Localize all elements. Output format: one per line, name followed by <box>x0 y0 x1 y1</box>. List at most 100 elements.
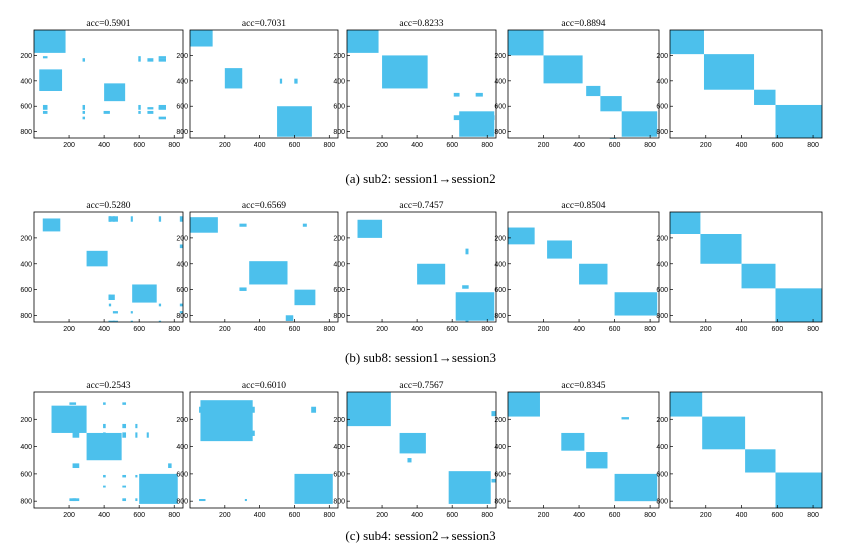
heatmap-cells <box>199 400 333 504</box>
heatmap-cell <box>147 110 154 114</box>
heatmap-cell <box>146 432 149 438</box>
heatmap-cell <box>158 216 162 222</box>
heatmap-block <box>132 284 157 303</box>
heatmap-cell <box>168 463 172 469</box>
y-tick-label: 200 <box>20 235 32 242</box>
heatmap-cell <box>72 432 80 438</box>
heatmap-cell <box>108 294 112 300</box>
heatmap-cell <box>465 319 469 322</box>
heatmap-block <box>614 292 658 316</box>
heatmap-block <box>703 54 755 90</box>
heatmap-block <box>294 289 316 306</box>
heatmap-block <box>579 263 608 285</box>
y-tick-label: 400 <box>494 261 506 268</box>
chart-title: acc=0.8894 <box>561 19 605 29</box>
heatmap-block <box>700 234 742 264</box>
x-tick-label: 600 <box>446 512 458 519</box>
heatmap-cells <box>190 217 316 321</box>
heatmap-block <box>86 250 108 267</box>
x-tick-label: 200 <box>538 326 550 333</box>
heatmap-cell <box>488 115 495 121</box>
y-tick-label: 200 <box>333 53 345 60</box>
x-tick-label: 400 <box>736 512 748 519</box>
heatmap-block <box>775 104 822 138</box>
x-tick-label: 400 <box>411 326 423 333</box>
y-tick-label: 200 <box>494 235 506 242</box>
heatmap-cells <box>670 30 822 138</box>
y-tick-label: 200 <box>333 417 345 424</box>
heatmap-cell <box>179 303 183 307</box>
heatmap-cells <box>347 392 496 504</box>
x-tick-label: 600 <box>289 326 301 333</box>
heatmap-8: 200 400 600 800 200 400 600 800 acc=0.7457 <box>333 201 497 333</box>
y-tick-label: 800 <box>333 499 345 506</box>
y-tick-label: 600 <box>333 287 345 294</box>
plot-frame <box>346 391 497 509</box>
x-tick-label: 600 <box>771 512 783 519</box>
heatmap-cell <box>247 406 255 413</box>
heatmap-block <box>754 89 776 105</box>
heatmap-cell <box>168 474 172 478</box>
heatmap-block <box>294 473 333 504</box>
heatmap-block <box>357 219 383 238</box>
heatmap-cell <box>108 320 115 322</box>
y-tick-label: 200 <box>656 235 668 242</box>
plot-frame <box>33 391 184 509</box>
heatmap-14: 200 400 600 800 200 400 600 800 acc=0.8345 <box>494 381 660 519</box>
chart-title: acc=0.5901 <box>86 19 130 29</box>
heatmap-block <box>399 432 426 454</box>
heatmap-cell <box>138 56 141 59</box>
heatmap-5: 200 400 600 800 200 400 600 800 <box>656 29 823 149</box>
heatmap-block <box>670 392 703 417</box>
y-tick-label: 400 <box>656 444 668 451</box>
y-tick-label: 600 <box>494 471 506 478</box>
heatmap-block <box>224 68 243 89</box>
heatmap-block <box>190 217 218 233</box>
y-tick-label: 600 <box>176 287 188 294</box>
heatmap-cell <box>122 498 127 502</box>
heatmap-block <box>586 452 608 469</box>
heatmap-cell <box>42 110 48 114</box>
x-tick-label: 800 <box>807 326 819 333</box>
y-tick-label: 200 <box>176 235 188 242</box>
plot-frame <box>669 391 823 509</box>
y-tick-label: 200 <box>20 417 32 424</box>
heatmap-cells <box>508 227 658 316</box>
heatmap-12: 200 400 600 800 200 400 600 800 acc=0.6010 <box>176 381 339 519</box>
heatmap-block <box>382 55 428 89</box>
y-tick-label: 200 <box>494 417 506 424</box>
heatmap-cell <box>158 56 166 59</box>
heatmap-cell <box>82 110 86 114</box>
heatmap-cell <box>130 216 133 222</box>
y-tick-label: 800 <box>333 129 345 136</box>
heatmap-cell <box>285 315 294 321</box>
heatmap-cell <box>103 110 110 114</box>
x-tick-label: 800 <box>807 142 819 149</box>
heatmap-cells <box>670 392 822 508</box>
heatmap-cell <box>103 402 106 405</box>
chart-title: acc=0.5280 <box>86 201 130 211</box>
x-tick-label: 200 <box>700 326 712 333</box>
heatmap-cell <box>475 92 483 97</box>
heatmap-block <box>139 473 178 504</box>
heatmap-cell <box>122 423 127 429</box>
heatmap-block <box>200 400 253 442</box>
heatmap-cell <box>179 244 183 249</box>
heatmap-block <box>455 292 495 321</box>
x-tick-label: 800 <box>644 326 656 333</box>
plot-frame <box>189 29 339 139</box>
heatmap-cell <box>103 423 106 429</box>
y-tick-label: 800 <box>20 313 32 320</box>
x-tick-label: 600 <box>446 326 458 333</box>
y-tick-label: 200 <box>333 235 345 242</box>
x-tick-label: 400 <box>254 326 266 333</box>
x-tick-label: 400 <box>98 512 110 519</box>
heatmap-block <box>775 472 822 508</box>
heatmap-cell <box>247 430 255 436</box>
heatmap-4: 200 400 600 800 200 400 600 800 acc=0.8894 <box>494 19 660 149</box>
heatmap-cell <box>108 294 115 300</box>
heatmap-cell <box>465 248 469 255</box>
y-tick-label: 600 <box>656 471 668 478</box>
heatmap-cell <box>138 110 141 114</box>
plot-background <box>190 30 338 138</box>
